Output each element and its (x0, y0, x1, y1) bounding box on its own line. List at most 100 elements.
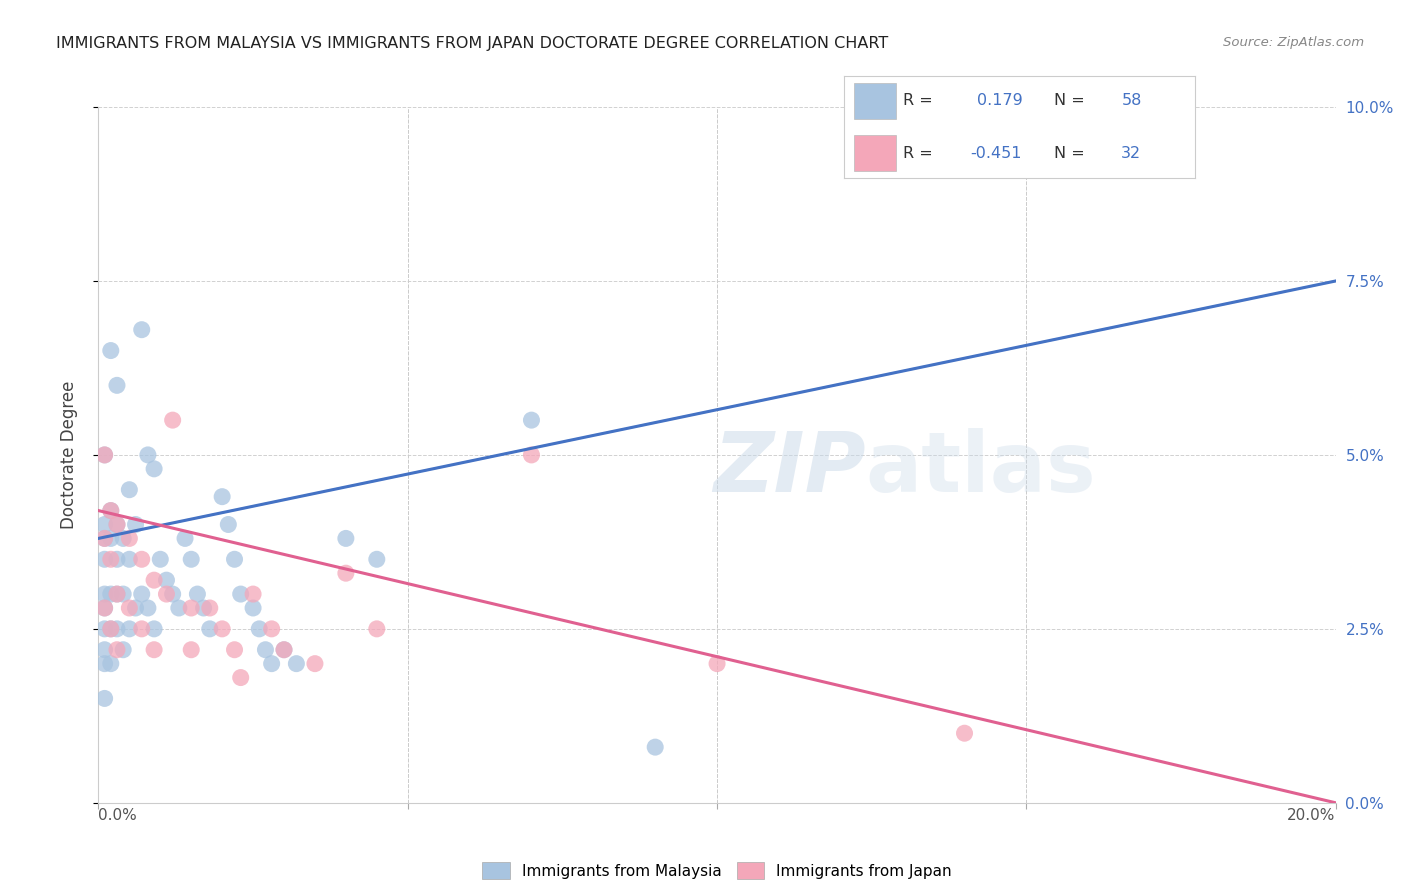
Point (224, 642, 246, 657)
Point (131, 323, 153, 337)
Point (162, 413, 184, 427)
Point (105, 552, 128, 566)
Text: ZIP: ZIP (713, 428, 866, 509)
Point (217, 517, 239, 532)
Bar (855, 83, 897, 119)
Point (112, 642, 135, 657)
Text: IMMIGRANTS FROM MALAYSIA VS IMMIGRANTS FROM JAPAN DOCTORATE DEGREE CORRELATION C: IMMIGRANTS FROM MALAYSIA VS IMMIGRANTS F… (56, 36, 889, 51)
Point (118, 552, 141, 566)
Text: 32: 32 (1122, 145, 1142, 161)
Point (93, 448, 115, 462)
Point (105, 622, 128, 636)
Point (100, 657, 122, 671)
Text: 58: 58 (1122, 94, 1142, 109)
Point (93, 657, 115, 671)
Point (247, 622, 270, 636)
Point (273, 642, 295, 657)
Point (124, 601, 146, 615)
Text: R =: R = (904, 94, 938, 109)
Point (254, 642, 277, 657)
Point (229, 587, 252, 601)
Point (112, 532, 135, 546)
Point (93, 642, 115, 657)
Point (100, 552, 122, 566)
Point (93, 622, 115, 636)
Point (366, 622, 388, 636)
Point (100, 622, 122, 636)
Point (143, 642, 166, 657)
Point (112, 587, 135, 601)
Point (93, 517, 115, 532)
Point (174, 532, 197, 546)
Point (180, 642, 202, 657)
Point (118, 483, 141, 497)
Point (224, 552, 246, 566)
Point (124, 517, 146, 532)
Point (149, 552, 172, 566)
Point (644, 740, 666, 755)
Point (93, 587, 115, 601)
Point (198, 622, 221, 636)
Point (520, 448, 543, 462)
Point (285, 657, 308, 671)
Legend: Immigrants from Malaysia, Immigrants from Japan: Immigrants from Malaysia, Immigrants fro… (475, 855, 959, 886)
Point (520, 413, 543, 427)
Point (229, 671, 252, 685)
Point (706, 657, 728, 671)
Point (93, 601, 115, 615)
Point (105, 642, 128, 657)
Text: R =: R = (904, 145, 938, 161)
Point (136, 601, 159, 615)
Point (93, 448, 115, 462)
Point (131, 622, 153, 636)
Point (93, 532, 115, 546)
Point (162, 587, 184, 601)
Point (366, 552, 388, 566)
Point (193, 601, 215, 615)
Point (118, 532, 141, 546)
Point (180, 552, 202, 566)
Point (242, 601, 264, 615)
Point (105, 517, 128, 532)
Point (105, 378, 128, 392)
Point (953, 726, 976, 740)
Point (105, 587, 128, 601)
Point (335, 532, 357, 546)
Text: atlas: atlas (866, 428, 1097, 509)
Text: Source: ZipAtlas.com: Source: ZipAtlas.com (1223, 36, 1364, 49)
Point (93, 532, 115, 546)
Text: N =: N = (1054, 94, 1091, 109)
Point (155, 573, 177, 587)
Bar (855, 136, 897, 171)
Point (100, 503, 122, 517)
Point (143, 462, 166, 476)
Point (100, 343, 122, 358)
Point (131, 552, 153, 566)
Point (118, 622, 141, 636)
Point (186, 587, 208, 601)
Y-axis label: Doctorate Degree: Doctorate Degree (59, 381, 77, 529)
Text: 20.0%: 20.0% (1288, 808, 1336, 823)
Point (100, 532, 122, 546)
Point (167, 601, 190, 615)
Text: -0.451: -0.451 (970, 145, 1022, 161)
Text: N =: N = (1054, 145, 1091, 161)
Point (242, 587, 264, 601)
Point (93, 691, 115, 706)
Point (93, 601, 115, 615)
Point (131, 587, 153, 601)
Point (143, 573, 166, 587)
Text: 0.0%: 0.0% (98, 808, 138, 823)
Point (155, 587, 177, 601)
Point (211, 622, 233, 636)
Point (198, 601, 221, 615)
Point (260, 657, 283, 671)
Point (273, 642, 295, 657)
Point (105, 517, 128, 532)
Text: 0.179: 0.179 (977, 94, 1024, 109)
Point (304, 657, 326, 671)
Point (260, 622, 283, 636)
Point (335, 566, 357, 581)
Point (136, 448, 159, 462)
Point (100, 587, 122, 601)
